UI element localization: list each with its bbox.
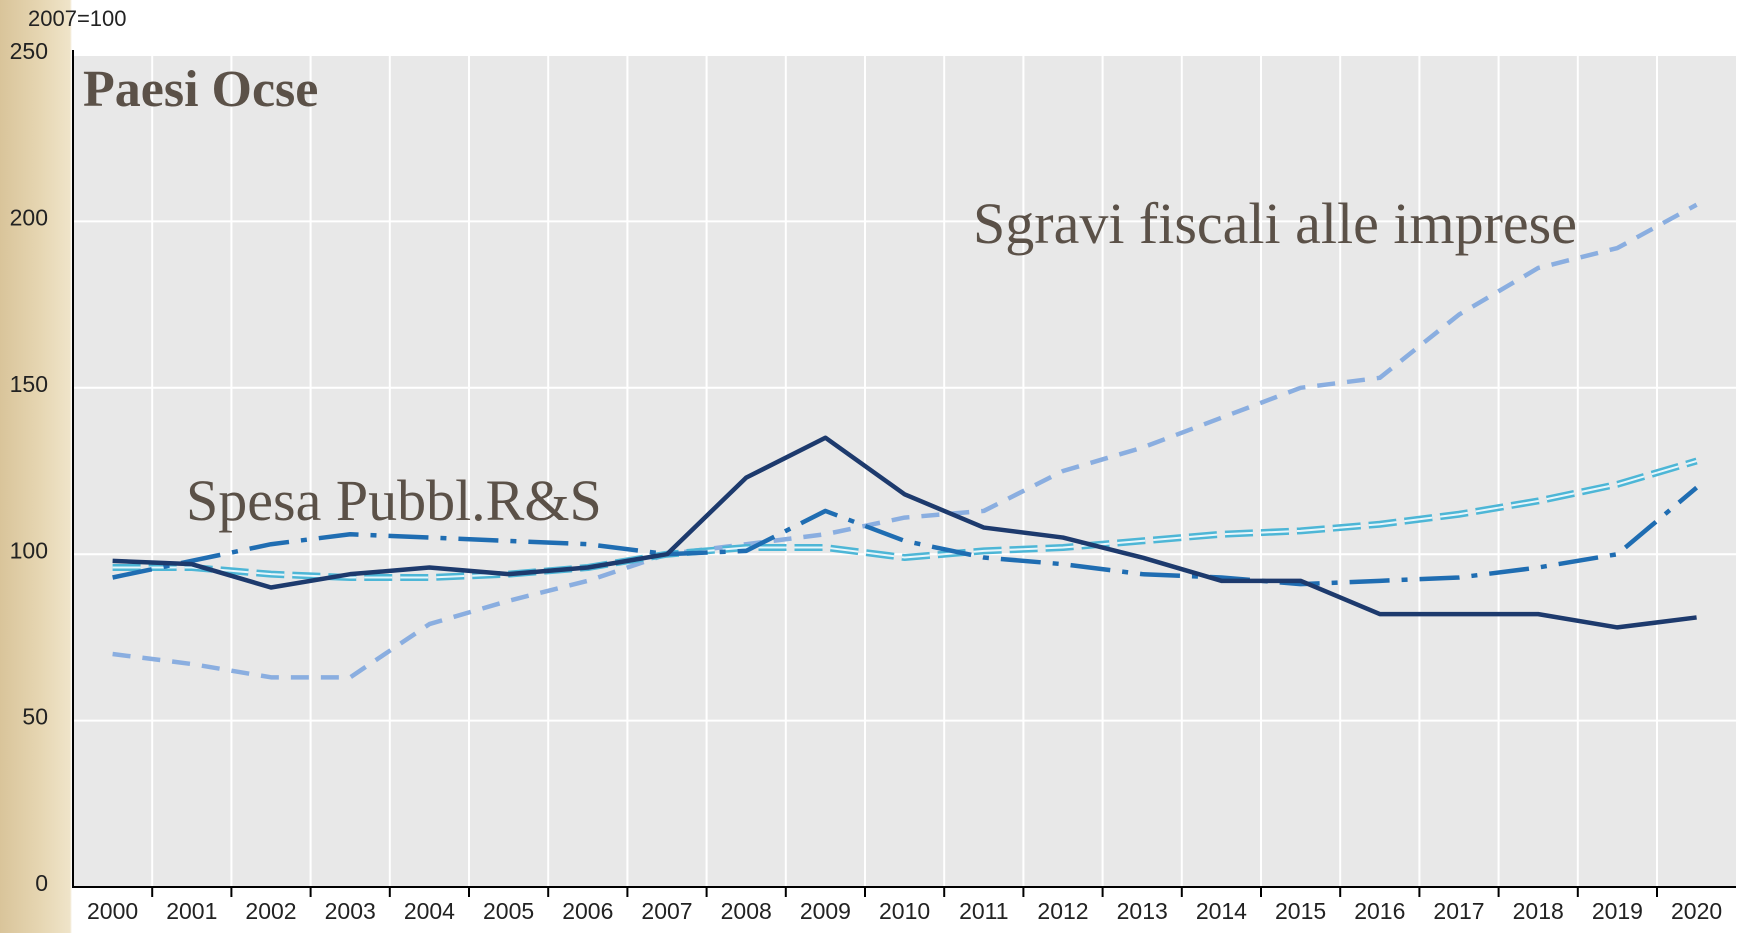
x-tick-label: 2001: [166, 898, 217, 924]
x-tick-label: 2010: [879, 898, 930, 924]
x-tick-label: 2003: [325, 898, 376, 924]
x-tick-label: 2006: [562, 898, 613, 924]
x-tick-label: 2011: [959, 898, 1008, 924]
x-tick-label: 2000: [87, 898, 138, 924]
x-tick-label: 2012: [1037, 898, 1088, 924]
y-axis-label: 2007=100: [28, 6, 127, 31]
x-tick-label: 2007: [641, 898, 692, 924]
series-line-inner: [112, 460, 1697, 579]
x-tick-label: 2017: [1433, 898, 1484, 924]
x-tick-label: 2019: [1592, 898, 1643, 924]
series-line: [112, 485, 1699, 587]
x-tick-label: 2020: [1671, 898, 1722, 924]
y-tick-label: 200: [10, 204, 48, 230]
x-tick-label: 2018: [1513, 898, 1564, 924]
y-tick-label: 250: [10, 38, 48, 64]
annotation: Spesa Pubbl.R&S: [186, 468, 602, 533]
plot-area: [73, 55, 1736, 887]
y-tick-label: 100: [10, 537, 48, 563]
lines: [112, 202, 1699, 680]
y-tick-label: 150: [10, 371, 48, 397]
x-tick-label: 2016: [1354, 898, 1405, 924]
x-tick-label: 2014: [1196, 898, 1247, 924]
x-tick-label: 2013: [1117, 898, 1168, 924]
x-tick-label: 2008: [721, 898, 772, 924]
y-tick-label: 50: [22, 704, 48, 730]
x-tick-label: 2004: [404, 898, 455, 924]
annotation: Sgravi fiscali alle imprese: [973, 191, 1577, 256]
series-line: [112, 435, 1697, 630]
x-tick-label: 2009: [800, 898, 851, 924]
grid: [73, 54, 1736, 887]
x-tick-label: 2005: [483, 898, 534, 924]
y-tick-label: 0: [35, 870, 48, 896]
series-line: [112, 202, 1698, 680]
chart-title: Paesi Ocse: [83, 61, 318, 118]
x-tick-label: 2002: [245, 898, 296, 924]
x-tick-label: 2015: [1275, 898, 1326, 924]
